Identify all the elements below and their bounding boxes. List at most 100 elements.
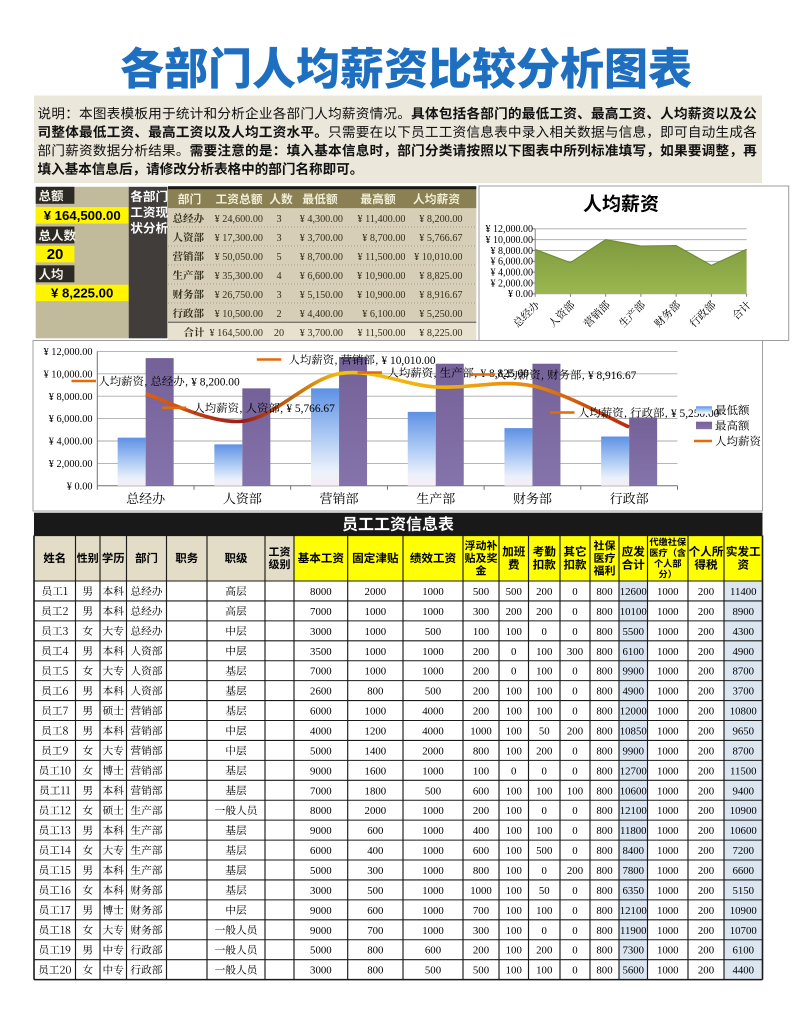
svg-text:11400: 11400	[730, 586, 757, 598]
svg-text:¥ 4,000.00: ¥ 4,000.00	[491, 268, 534, 279]
svg-text:800: 800	[596, 745, 612, 757]
svg-text:1000: 1000	[657, 626, 679, 638]
svg-text:10800: 10800	[730, 706, 757, 718]
svg-text:2000: 2000	[365, 586, 387, 598]
svg-text:100: 100	[536, 706, 552, 718]
svg-text:0: 0	[572, 945, 577, 957]
svg-text:200: 200	[698, 785, 714, 797]
svg-text:100: 100	[473, 626, 489, 638]
svg-text:7000: 7000	[310, 606, 332, 618]
svg-text:2: 2	[276, 309, 281, 320]
svg-text:1000: 1000	[657, 925, 679, 937]
svg-text:6000: 6000	[310, 706, 332, 718]
svg-text:¥ 11,400.00: ¥ 11,400.00	[357, 214, 405, 225]
svg-text:5000: 5000	[310, 745, 332, 757]
svg-text:800: 800	[473, 745, 489, 757]
svg-text:¥ 0.00: ¥ 0.00	[67, 481, 93, 492]
svg-text:1000: 1000	[657, 945, 679, 957]
svg-text:800: 800	[596, 606, 612, 618]
svg-text:200: 200	[473, 646, 489, 658]
svg-text:0: 0	[572, 925, 577, 937]
svg-text:200: 200	[698, 925, 714, 937]
svg-text:¥ 8,200.00: ¥ 8,200.00	[191, 376, 240, 388]
svg-text:1000: 1000	[657, 725, 679, 737]
svg-text:0: 0	[572, 606, 577, 618]
svg-text:1000: 1000	[422, 765, 444, 777]
svg-text:¥ 10,000.00: ¥ 10,000.00	[44, 369, 93, 380]
svg-text:7300: 7300	[622, 945, 644, 957]
svg-text:1000: 1000	[657, 825, 679, 837]
svg-text:800: 800	[596, 586, 612, 598]
svg-text:¥ 12,000.00: ¥ 12,000.00	[44, 347, 93, 358]
svg-text:¥ 3,700.00: ¥ 3,700.00	[300, 328, 343, 339]
svg-text:500: 500	[367, 885, 383, 897]
svg-text:0: 0	[572, 686, 577, 698]
svg-text:200: 200	[698, 965, 714, 977]
svg-text:11800: 11800	[620, 825, 647, 837]
svg-text:200: 200	[698, 865, 714, 877]
svg-text:0: 0	[511, 765, 516, 777]
svg-text:300: 300	[567, 646, 583, 658]
svg-text:200: 200	[698, 885, 714, 897]
svg-text:100: 100	[506, 825, 522, 837]
svg-text:800: 800	[367, 686, 383, 698]
svg-text:100: 100	[506, 745, 522, 757]
svg-text:800: 800	[596, 965, 612, 977]
svg-text:8400: 8400	[622, 845, 644, 857]
svg-text:500: 500	[473, 586, 489, 598]
svg-text:800: 800	[596, 706, 612, 718]
svg-text:1000: 1000	[657, 646, 679, 658]
svg-text:¥ 5,250.00: ¥ 5,250.00	[671, 408, 720, 420]
svg-text:200: 200	[536, 745, 552, 757]
svg-text:500: 500	[425, 686, 441, 698]
svg-text:100: 100	[506, 686, 522, 698]
svg-text:800: 800	[596, 905, 612, 917]
svg-text:0: 0	[542, 626, 547, 638]
svg-text:100: 100	[536, 646, 552, 658]
svg-text:2000: 2000	[365, 805, 387, 817]
svg-text:1000: 1000	[657, 706, 679, 718]
svg-text:1000: 1000	[657, 785, 679, 797]
svg-text:9650: 9650	[732, 725, 754, 737]
svg-text:0: 0	[572, 745, 577, 757]
svg-text:100: 100	[536, 965, 552, 977]
svg-text:800: 800	[596, 785, 612, 797]
svg-text:3: 3	[276, 233, 281, 244]
svg-text:¥ 164,500.00: ¥ 164,500.00	[210, 328, 263, 339]
svg-text:¥ 8,916.67: ¥ 8,916.67	[419, 290, 462, 301]
svg-text:0: 0	[572, 825, 577, 837]
svg-text:100: 100	[536, 905, 552, 917]
svg-text:0: 0	[542, 805, 547, 817]
svg-text:¥ 4,400.00: ¥ 4,400.00	[300, 309, 343, 320]
svg-text:¥ 8,200.00: ¥ 8,200.00	[419, 214, 462, 225]
svg-text:9000: 9000	[310, 925, 332, 937]
svg-text:200: 200	[698, 805, 714, 817]
svg-text:¥ 35,300.00: ¥ 35,300.00	[215, 271, 263, 282]
svg-text:0: 0	[572, 586, 577, 598]
svg-text:1000: 1000	[657, 885, 679, 897]
svg-text:100: 100	[506, 965, 522, 977]
svg-text:1000: 1000	[422, 586, 444, 598]
svg-text:800: 800	[367, 945, 383, 957]
svg-text:3: 3	[276, 290, 281, 301]
svg-text:4000: 4000	[422, 706, 444, 718]
svg-text:0: 0	[572, 666, 577, 678]
svg-text:¥ 5,250.00: ¥ 5,250.00	[419, 309, 462, 320]
svg-text:7200: 7200	[732, 845, 754, 857]
svg-text:¥ 26,750.00: ¥ 26,750.00	[215, 290, 263, 301]
svg-text:0: 0	[542, 865, 547, 877]
svg-text:100: 100	[536, 785, 552, 797]
svg-text:0: 0	[572, 965, 577, 977]
svg-text:800: 800	[596, 925, 612, 937]
svg-text:2000: 2000	[422, 745, 444, 757]
svg-text:0: 0	[511, 666, 516, 678]
svg-text:3000: 3000	[310, 626, 332, 638]
svg-text:200: 200	[506, 606, 522, 618]
svg-text:20: 20	[274, 328, 284, 339]
svg-text:5150: 5150	[732, 885, 754, 897]
svg-text:500: 500	[473, 965, 489, 977]
svg-text:¥ 5,150.00: ¥ 5,150.00	[300, 290, 343, 301]
svg-text:100: 100	[567, 785, 583, 797]
svg-text:¥ 6,000.00: ¥ 6,000.00	[491, 257, 534, 268]
svg-text:4000: 4000	[310, 725, 332, 737]
